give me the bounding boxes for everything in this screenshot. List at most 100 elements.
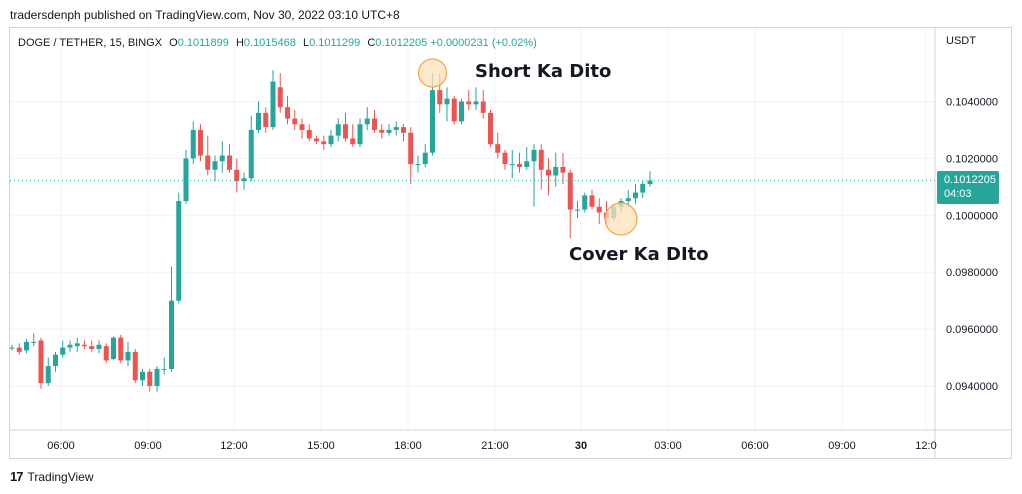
candle [161, 357, 167, 375]
candle-body [495, 144, 501, 153]
candle-body [401, 127, 406, 133]
candle-body [270, 81, 276, 128]
tradingview-logo[interactable]: 17 TradingView [10, 469, 94, 484]
candle-body [96, 344, 102, 350]
candle-layer [9, 70, 653, 392]
candle-body [560, 166, 566, 173]
y-tick-label: 0.0980000 [946, 267, 998, 279]
candle-body [67, 344, 73, 348]
candle [393, 121, 399, 136]
candle [67, 340, 73, 352]
chart-frame[interactable] [9, 27, 1012, 459]
candle-body [277, 87, 283, 108]
candle [234, 158, 240, 193]
candle [111, 336, 116, 361]
open-label: O [169, 37, 178, 49]
candle-body [169, 300, 174, 369]
candle [89, 340, 95, 352]
candle-body [582, 195, 588, 210]
candle-body [89, 346, 95, 350]
candle [103, 343, 109, 364]
candle-body [190, 129, 196, 159]
candle [176, 192, 182, 304]
candle [567, 169, 573, 239]
candle-body [314, 138, 319, 142]
candle-body [38, 340, 44, 384]
symbol-name[interactable]: DOGE / TETHER, 15, BINGX [18, 37, 163, 49]
candle [125, 341, 131, 367]
candle [299, 118, 305, 139]
candle-body [82, 344, 87, 347]
candle-body [335, 124, 341, 136]
candle-body [473, 101, 479, 105]
candle [444, 87, 450, 122]
candle [633, 184, 638, 204]
candle-body [379, 129, 385, 133]
candle-body [176, 201, 182, 301]
candle [321, 135, 327, 150]
close-label: C [367, 37, 376, 49]
candle [647, 171, 653, 187]
candle [386, 124, 392, 136]
candle-body [103, 346, 109, 361]
candle [241, 172, 247, 190]
candle [74, 337, 80, 352]
candle [509, 149, 515, 179]
cover-annotation: Cover Ka DIto [569, 244, 709, 265]
y-tick-label: 0.0940000 [946, 381, 998, 393]
candle [364, 107, 370, 130]
candle-body [524, 161, 530, 167]
candle [379, 124, 385, 139]
publisher-line: tradersdenph published on TradingView.co… [10, 8, 400, 22]
candle [451, 95, 457, 125]
candle [154, 366, 160, 392]
candle-body [306, 129, 312, 139]
current-price-value: 0.1012205 [944, 174, 996, 186]
candle [169, 266, 174, 372]
candle [408, 127, 414, 185]
candle [183, 149, 189, 204]
candle [401, 124, 406, 142]
short-highlight-circle [417, 58, 448, 88]
candle-body [517, 164, 522, 167]
candle-body [24, 341, 29, 351]
x-tick-label: 18:00 [394, 440, 422, 452]
candle [24, 339, 29, 354]
candle-body [9, 347, 15, 349]
candle-body [372, 118, 377, 130]
candle-body [444, 98, 450, 105]
y-tick-label: 0.1020000 [946, 153, 998, 165]
candle [60, 340, 66, 358]
grid-layer [10, 28, 935, 430]
x-tick-label: 15:00 [307, 440, 335, 452]
candle-body [364, 118, 370, 125]
candle-body [625, 198, 631, 202]
candle [82, 340, 87, 350]
candle-body [415, 164, 421, 166]
candle [140, 368, 145, 386]
candle-body [328, 135, 334, 145]
candle [277, 73, 283, 113]
candle [314, 135, 319, 145]
candle-body [640, 184, 646, 193]
candle-body [488, 112, 493, 145]
axis-layer: 0.1040000 0.1020000 0.1000000 0.0980000 0.09… [10, 28, 1011, 458]
candle [488, 110, 493, 148]
candle [96, 340, 102, 354]
candle [256, 101, 261, 133]
x-tick-label: 30 [575, 440, 587, 452]
candle-body [393, 127, 399, 130]
candle-body [509, 164, 515, 166]
candle [227, 144, 232, 173]
candle-body [422, 152, 428, 165]
candle-body [16, 347, 22, 352]
candle-body [553, 166, 559, 176]
candle [502, 149, 508, 170]
candle [422, 144, 428, 167]
bar-countdown: 04:03 [944, 188, 972, 200]
candle-body [161, 368, 167, 370]
candle [328, 129, 334, 148]
candle-body [53, 354, 58, 367]
x-tick-label: 09:00 [828, 440, 856, 452]
